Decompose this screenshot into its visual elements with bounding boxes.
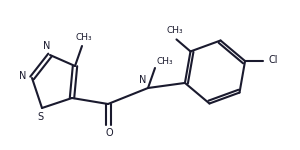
Text: O: O xyxy=(105,128,113,138)
Text: Cl: Cl xyxy=(268,55,278,65)
Text: N: N xyxy=(43,41,51,51)
Text: CH₃: CH₃ xyxy=(157,57,173,66)
Text: CH₃: CH₃ xyxy=(76,33,92,42)
Text: N: N xyxy=(19,71,27,81)
Text: CH₃: CH₃ xyxy=(166,26,183,35)
Text: N: N xyxy=(139,75,147,85)
Text: S: S xyxy=(37,112,43,122)
